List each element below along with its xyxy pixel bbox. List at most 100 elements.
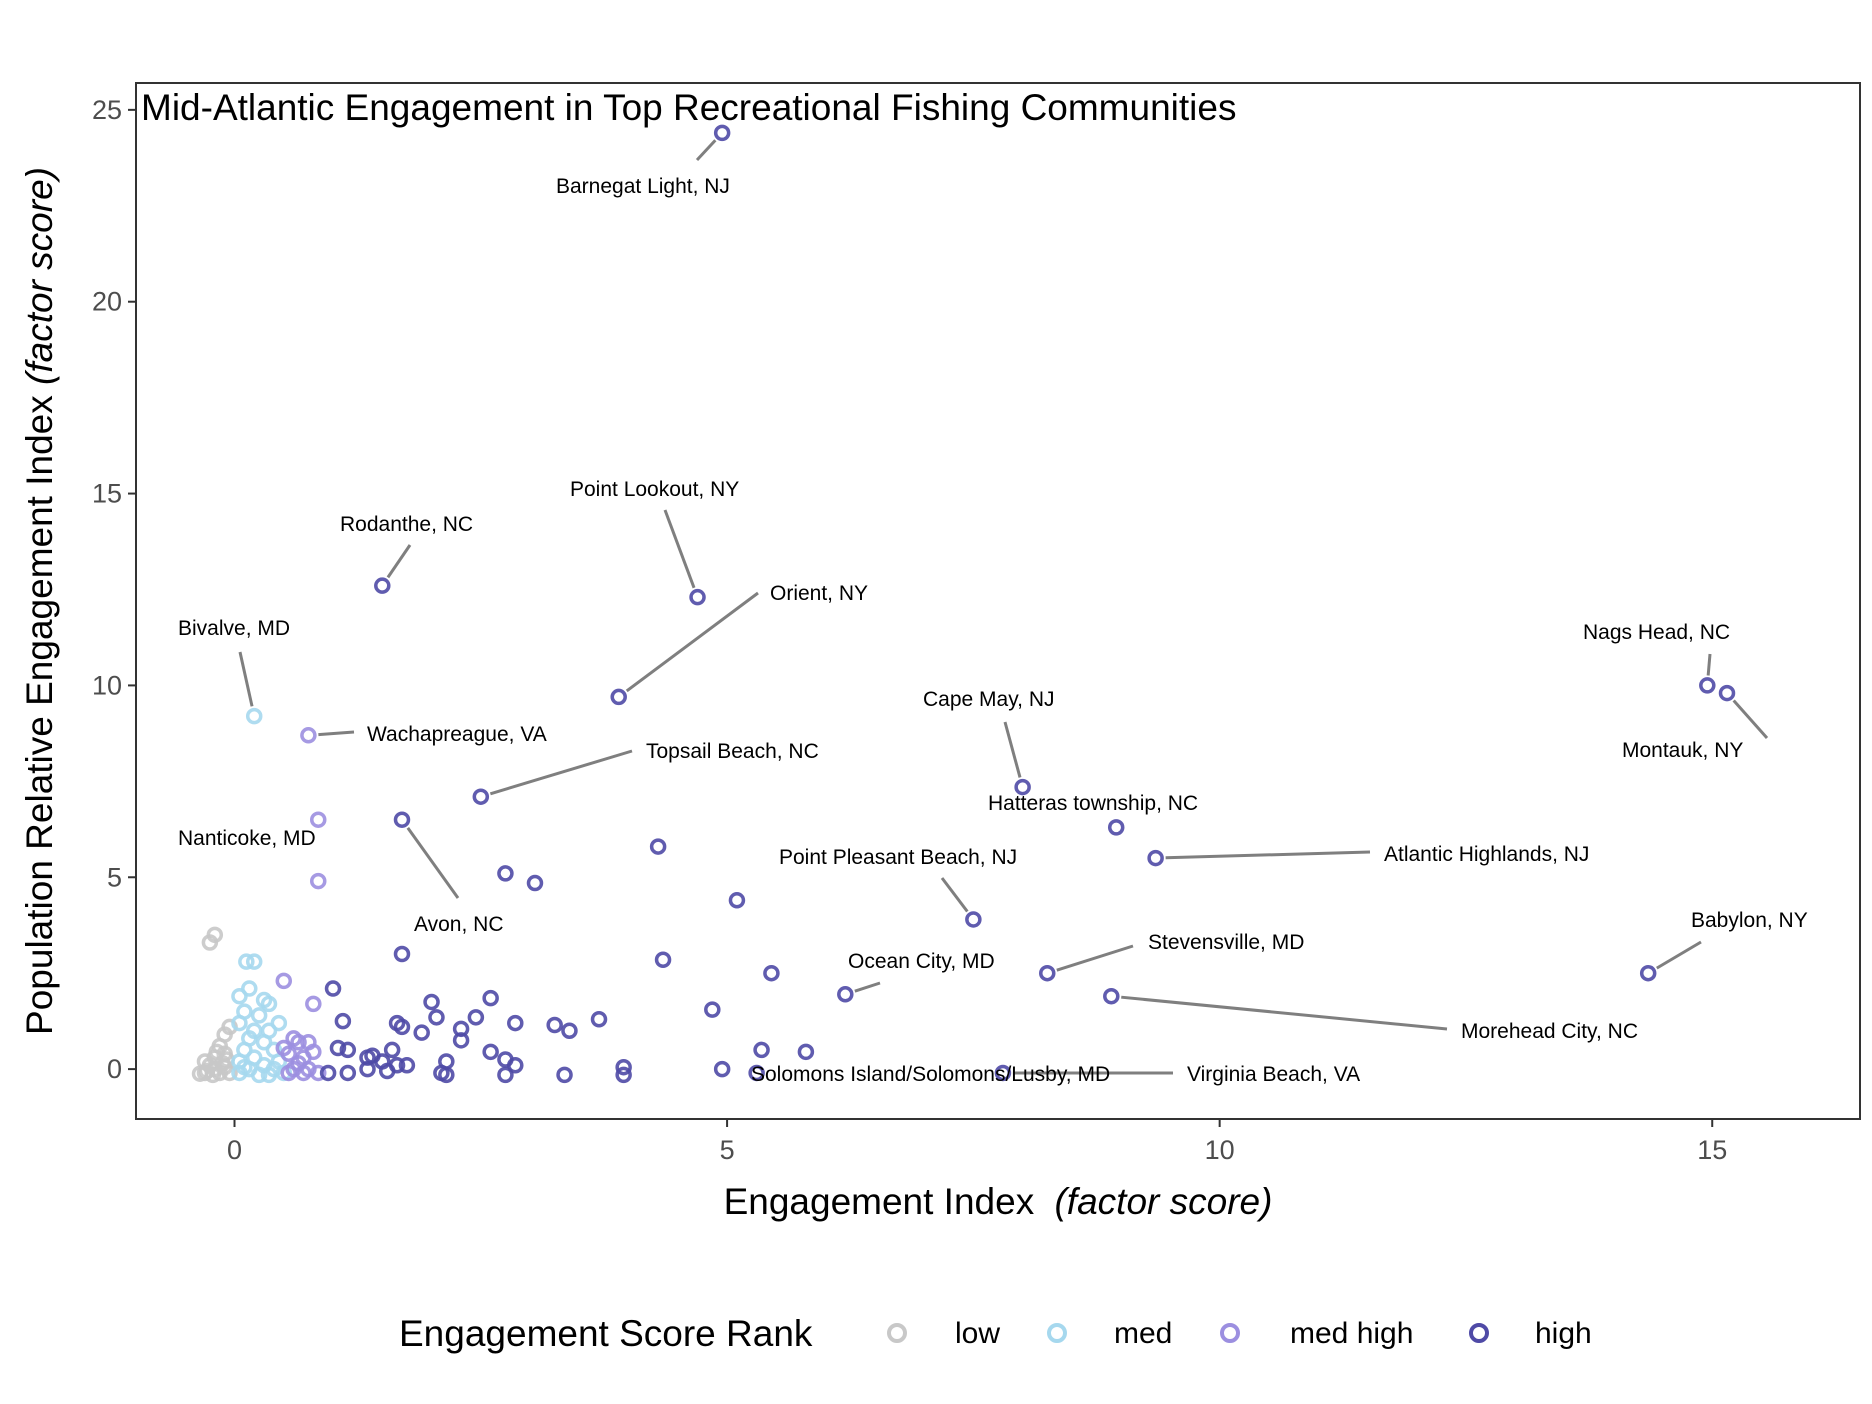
point-label: Hatteras township, NC (988, 792, 1198, 815)
data-point-high (472, 788, 490, 805)
data-point-high (398, 1057, 416, 1074)
leader-line (1732, 699, 1769, 739)
legend-label-medhigh: med high (1290, 1317, 1413, 1350)
data-point-high (556, 1066, 573, 1084)
leader-line (1165, 850, 1371, 860)
data-point-med-high (280, 1064, 297, 1082)
data-point-high (837, 986, 854, 1003)
y-tick-label: 20 (92, 287, 122, 317)
data-point-med (241, 980, 258, 997)
leader-line (663, 509, 696, 589)
data-points (191, 124, 1736, 1084)
data-point-high (610, 688, 627, 706)
data-point-high (649, 838, 667, 855)
data-point-med-high (300, 727, 317, 744)
data-point-med (238, 953, 255, 970)
point-label: Point Pleasant Beach, NJ (779, 846, 1017, 869)
leader-line (1056, 944, 1134, 972)
x-tick-label: 10 (1205, 1135, 1235, 1165)
data-point-high (615, 1066, 632, 1084)
data-point-high (359, 1060, 376, 1078)
point-label: Ocean City, MD (848, 950, 995, 973)
leader-line (1003, 721, 1022, 778)
data-point-med (270, 1014, 288, 1032)
point-label: Montauk, NY (1622, 739, 1743, 762)
point-label: Rodanthe, NC (340, 513, 473, 536)
data-point-med-high (275, 1039, 293, 1057)
data-point-med (260, 995, 278, 1013)
leader-line (1656, 940, 1702, 970)
y-axis: 0 5 10 15 20 25 (92, 95, 136, 1084)
data-point-high (748, 1064, 765, 1082)
x-axis-title: Engagement Index (factor score) (724, 1181, 1273, 1222)
data-point-med (231, 1014, 248, 1032)
data-point-high (497, 1066, 514, 1084)
data-point-high (467, 1009, 485, 1026)
leader-line (238, 651, 254, 707)
x-tick-label: 15 (1697, 1135, 1727, 1165)
data-point-med-high (305, 995, 322, 1013)
data-point-high (507, 1057, 524, 1074)
data-point-med (231, 987, 248, 1005)
leader-line (318, 730, 355, 737)
data-point-med (250, 1007, 268, 1024)
data-point-high (965, 911, 982, 928)
leader-line (1121, 995, 1448, 1031)
data-point-high (1039, 964, 1056, 982)
data-point-med-high (310, 811, 327, 828)
leader-line (489, 749, 633, 796)
y-axis-title-italic: (factor score) (19, 167, 60, 385)
data-point-high (482, 1043, 499, 1061)
legend-label-med: med (1114, 1317, 1172, 1350)
data-point-med (250, 1066, 268, 1084)
legend-key-low (887, 1323, 907, 1343)
point-label: Avon, NC (414, 913, 504, 936)
y-tick-label: 0 (107, 1054, 122, 1084)
y-tick-label: 25 (92, 95, 122, 125)
data-point-med-high (275, 972, 293, 990)
y-tick-label: 10 (92, 670, 122, 700)
data-point-med-high (290, 1034, 307, 1051)
x-tick-label: 5 (720, 1135, 735, 1165)
leader-line (625, 591, 759, 693)
data-point-high (1699, 677, 1716, 694)
leader-line (406, 826, 460, 899)
data-point-low (201, 934, 219, 951)
data-point-high (324, 980, 342, 997)
point-label: Virginia Beach, VA (1187, 1063, 1360, 1086)
data-point-high (374, 577, 391, 594)
point-label: Morehead City, NC (1461, 1020, 1638, 1043)
data-point-high (428, 1009, 445, 1026)
legend: Engagement Score Rank low med med high high (399, 1313, 1592, 1354)
point-label: Topsail Beach, NC (646, 740, 819, 763)
data-point-high (393, 811, 411, 828)
point-label: Cape May, NJ (923, 688, 1055, 711)
data-point-low (214, 1055, 231, 1072)
data-point-high (1147, 849, 1164, 867)
data-point-high (1107, 819, 1125, 836)
data-point-high (378, 1062, 396, 1080)
data-point-low (204, 1066, 222, 1084)
point-label: Point Lookout, NY (570, 478, 739, 501)
leader-line (940, 877, 969, 913)
point-labels: Barnegat Light, NJ Rodanthe, NC Point Look… (178, 175, 1808, 1086)
data-point-med-high (310, 872, 327, 890)
data-point-high (319, 1064, 337, 1082)
point-label: Barnegat Light, NJ (556, 175, 730, 198)
data-point-high (689, 588, 706, 606)
x-tick-label: 0 (227, 1135, 242, 1165)
data-point-high (329, 1039, 347, 1057)
data-point-high (339, 1064, 357, 1082)
data-point-high (1718, 684, 1736, 702)
data-point-high (526, 874, 544, 892)
leader-line (1706, 653, 1712, 676)
data-point-high (590, 1010, 608, 1028)
data-point-high (482, 989, 499, 1007)
data-point-high (753, 1041, 770, 1059)
label-leader-lines (238, 139, 1769, 1075)
data-point-high (615, 1058, 632, 1076)
data-point-high (654, 951, 672, 969)
data-point-high (393, 945, 411, 963)
data-point-high (334, 1012, 352, 1030)
